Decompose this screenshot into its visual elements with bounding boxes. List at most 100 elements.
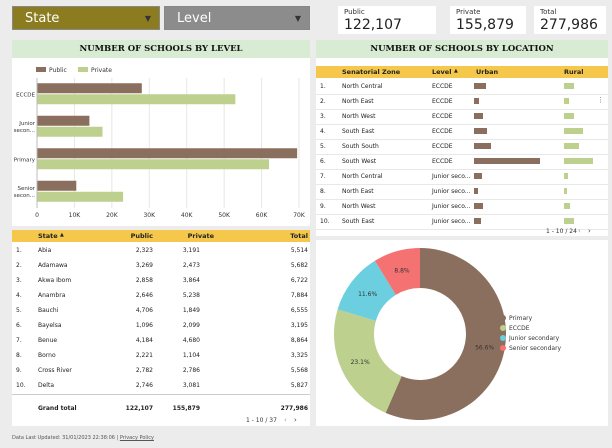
more-options-icon[interactable]: ⋮: [597, 96, 604, 104]
donut-slice-junior-secondary[interactable]: [337, 260, 396, 321]
location-table-row[interactable]: 5. South South ECCDE: [316, 140, 608, 155]
urban-bar: [474, 188, 478, 194]
row-number: 7.: [16, 337, 22, 344]
prev-page-icon[interactable]: ‹: [284, 416, 287, 424]
x-tick-label: 20K: [106, 212, 119, 219]
total-cell: 5,514: [290, 247, 308, 254]
bar-private-1[interactable]: [37, 126, 103, 137]
legend-label: Senior secondary: [509, 345, 562, 352]
state-cell: Adamawa: [38, 262, 68, 269]
kpi-label: Public: [344, 8, 365, 16]
bar-public-2[interactable]: [37, 148, 298, 159]
grand-total-label: Grand total: [38, 405, 77, 412]
kpi-public: Public 122,107: [338, 6, 436, 34]
privacy-policy-link[interactable]: Privacy Policy: [119, 435, 154, 441]
zone-cell: South East: [342, 218, 375, 225]
prev-page-icon[interactable]: ‹: [578, 227, 581, 235]
state-table-row[interactable]: 4. Anambra 2,646 5,238 7,884: [12, 288, 310, 303]
legend-swatch: [36, 67, 46, 72]
row-number: 9.: [320, 203, 326, 210]
rural-bar: [564, 98, 569, 104]
zone-cell: North East: [342, 98, 374, 105]
state-filter-label: State: [25, 11, 60, 26]
bar-public-3[interactable]: [37, 180, 77, 191]
private-cell: 2,099: [182, 322, 200, 329]
state-cell: Benue: [38, 337, 58, 344]
location-table-row[interactable]: 10. South East Junior seco...: [316, 215, 608, 230]
schools-by-state-panel: State ▲ Public Private Total 1. Abia 2,323…: [12, 230, 310, 426]
row-number: 4.: [320, 128, 326, 135]
row-divider: [316, 154, 608, 155]
public-cell: 4,706: [135, 307, 153, 314]
col-header-private[interactable]: Private: [187, 232, 214, 240]
public-cell: 2,646: [135, 292, 153, 299]
zone-cell: North West: [342, 113, 376, 120]
location-table-row[interactable]: 4. South East ECCDE: [316, 125, 608, 140]
state-cell: Anambra: [38, 292, 66, 299]
state-table-row[interactable]: 6. Bayelsa 1,096 2,099 3,195: [12, 318, 310, 333]
y-tick-label: Senior secon...: [14, 186, 36, 199]
location-table-row[interactable]: 2. North East ECCDE: [316, 95, 608, 110]
location-table-row[interactable]: 8. North East Junior seco...: [316, 185, 608, 200]
col-header-public[interactable]: Public: [130, 232, 153, 240]
col-header-total[interactable]: Total: [290, 232, 308, 240]
state-table-row[interactable]: 8. Borno 2,221 1,104 3,325: [12, 348, 310, 363]
next-page-icon[interactable]: ›: [294, 416, 297, 424]
location-table-row[interactable]: 6. South West ECCDE: [316, 155, 608, 170]
state-table-row[interactable]: 3. Akwa Ibom 2,858 3,864 6,722: [12, 273, 310, 288]
row-number: 4.: [16, 292, 22, 299]
col-header-level[interactable]: Level: [432, 68, 452, 76]
state-table-row[interactable]: 5. Bauchi 4,706 1,849 6,555: [12, 303, 310, 318]
row-number: 1.: [320, 83, 326, 90]
public-cell: 1,096: [135, 322, 153, 329]
zone-cell: North West: [342, 203, 376, 210]
state-cell: Bauchi: [38, 307, 59, 314]
location-table-row[interactable]: 7. North Central Junior seco...: [316, 170, 608, 185]
row-divider: [316, 94, 608, 95]
total-cell: 3,325: [290, 352, 308, 359]
bar-private-0[interactable]: [37, 94, 236, 105]
donut-slice-primary[interactable]: [385, 248, 507, 420]
location-table-row[interactable]: 9. North West Junior seco...: [316, 200, 608, 215]
location-table-row[interactable]: 1. North Central ECCDE: [316, 80, 608, 95]
level-cell: ECCDE: [432, 143, 453, 150]
zone-cell: South South: [342, 143, 379, 150]
slice-percent-label: 56.6%: [475, 344, 494, 351]
schools-by-level-panel: NUMBER OF SCHOOLS BY LEVEL Public Private…: [12, 40, 310, 226]
state-table-row[interactable]: 9. Cross River 2,782 2,786 5,568: [12, 363, 310, 378]
urban-bar: [474, 158, 540, 164]
footer-separator: |: [116, 435, 119, 441]
donut-slice-senior-secondary[interactable]: [374, 248, 420, 295]
location-table-row[interactable]: 3. North West ECCDE: [316, 110, 608, 125]
kpi-value: 277,986: [540, 17, 598, 33]
location-pagination: 1 - 10 / 24: [546, 228, 577, 235]
state-table-row[interactable]: 1. Abia 2,323 3,191 5,514: [12, 243, 310, 258]
urban-bar: [474, 113, 483, 119]
level-filter-dropdown[interactable]: Level ▼: [164, 6, 310, 30]
sort-icon: ▲: [454, 68, 458, 74]
state-table-header: State ▲ Public Private Total: [12, 230, 310, 242]
col-header-rural[interactable]: Rural: [564, 68, 584, 76]
state-table-row[interactable]: 10. Delta 2,746 3,081 5,827: [12, 378, 310, 393]
legend-label: ECCDE: [509, 325, 530, 332]
state-table-row[interactable]: 2. Adamawa 3,269 2,473 5,682: [12, 258, 310, 273]
bar-public-0[interactable]: [37, 83, 142, 94]
row-number: 6.: [16, 322, 22, 329]
state-filter-dropdown[interactable]: State ▼: [12, 6, 160, 30]
row-divider: [316, 214, 608, 215]
bar-private-3[interactable]: [37, 191, 124, 202]
next-page-icon[interactable]: ›: [588, 227, 591, 235]
rural-bar: [564, 203, 570, 209]
bar-private-2[interactable]: [37, 159, 270, 170]
urban-bar: [474, 128, 487, 134]
col-header-urban[interactable]: Urban: [476, 68, 499, 76]
public-cell: 3,269: [135, 262, 153, 269]
col-header-state[interactable]: State: [38, 232, 58, 240]
state-table-row[interactable]: 7. Benue 4,184 4,680 8,864: [12, 333, 310, 348]
donut-slice-eccde[interactable]: [334, 309, 402, 413]
bar-public-1[interactable]: [37, 115, 90, 126]
public-cell: 2,858: [135, 277, 153, 284]
col-header-zone[interactable]: Senatorial Zone: [342, 68, 401, 76]
level-cell: Junior seco...: [432, 218, 471, 225]
total-cell: 5,682: [290, 262, 308, 269]
